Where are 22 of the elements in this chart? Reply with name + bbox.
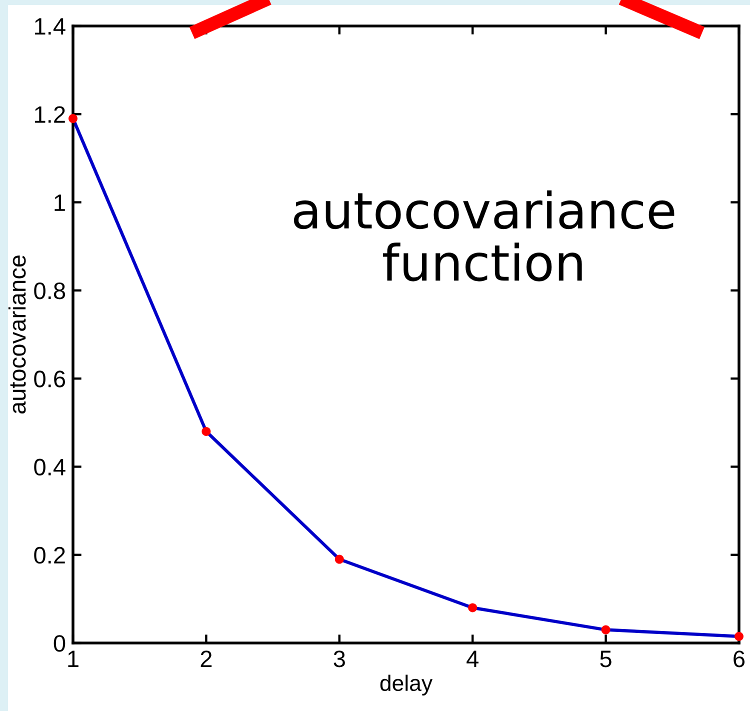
y-tick-label: 0 <box>54 635 66 652</box>
y-tick-label: 0.6 <box>34 370 66 388</box>
y-tick-label: 0.8 <box>34 282 66 300</box>
annotation: autocovariance function <box>294 190 674 282</box>
x-tick-label: 2 <box>200 650 212 668</box>
y-tick-label: 0.2 <box>34 546 65 564</box>
y-tick-label: 0.4 <box>34 458 66 476</box>
y-tick-label: 1.4 <box>35 18 66 35</box>
x-tick-label: 6 <box>734 650 745 668</box>
y-tick-label: 1 <box>54 194 65 211</box>
point <box>468 603 478 612</box>
x-tick-label: 1 <box>68 650 78 668</box>
y-axis-title: autocovariance <box>8 255 26 414</box>
y-tick-label: 1.2 <box>35 106 65 123</box>
x-axis-title: delay <box>380 674 433 696</box>
x-tick-label: 4 <box>466 650 478 668</box>
x-tick-label: 3 <box>334 650 345 668</box>
point <box>68 114 78 124</box>
point <box>202 426 211 436</box>
point <box>601 625 610 634</box>
x-tick-label: 5 <box>600 650 612 668</box>
point <box>334 554 344 564</box>
